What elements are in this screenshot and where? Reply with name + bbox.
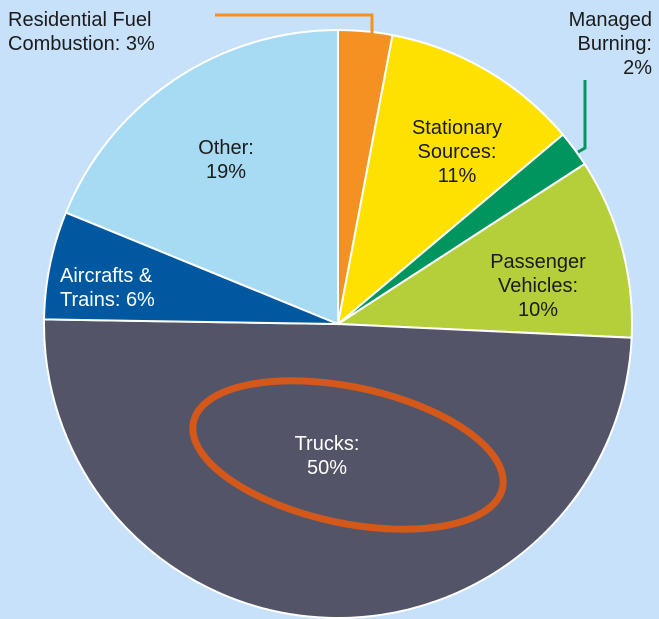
slice-label: Other: 19% bbox=[198, 137, 254, 183]
slice-label-line: 2% bbox=[623, 57, 652, 79]
slice-label-line: Residential Fuel bbox=[8, 9, 151, 31]
leader-line bbox=[577, 80, 587, 154]
slice-label: Aircrafts & Trains: 6% bbox=[60, 265, 155, 311]
slice-label-line: 19% bbox=[206, 161, 246, 183]
slice-label-line: 50% bbox=[307, 457, 347, 479]
slice-label-line: Sources: bbox=[418, 141, 497, 163]
slice-label-line: Passenger bbox=[490, 251, 586, 273]
slice-label-line: 10% bbox=[518, 299, 558, 321]
highlight-circle bbox=[189, 377, 507, 533]
slice-label-line: Trains: 6% bbox=[60, 289, 155, 311]
slice-label-line: Stationary bbox=[412, 117, 502, 139]
slice-label-line: Aircrafts & bbox=[60, 265, 153, 287]
slice-label-line: Combustion: 3% bbox=[8, 33, 155, 55]
pie-slice bbox=[43, 318, 633, 619]
leader-line bbox=[215, 13, 374, 40]
slice-label-line: Vehicles: bbox=[498, 275, 578, 297]
slice-label: Managed Burning: 2% bbox=[569, 9, 653, 79]
slice-label: Stationary Sources: 11% bbox=[412, 117, 502, 187]
slice-label: Trucks: 50% bbox=[295, 433, 360, 479]
slice-label-line: Other: bbox=[198, 137, 254, 159]
slice-label-line: Trucks: bbox=[295, 433, 360, 455]
slice-label-line: Burning: bbox=[578, 33, 653, 55]
slice-label: Residential Fuel Combustion: 3% bbox=[8, 9, 155, 55]
pie-slice bbox=[334, 162, 633, 339]
slice-label-line: 11% bbox=[438, 165, 477, 187]
slice-label-line: Managed bbox=[569, 9, 652, 31]
pie-slice bbox=[64, 28, 339, 326]
pie-slice bbox=[336, 33, 565, 327]
slice-label: Passenger Vehicles: 10% bbox=[490, 251, 586, 321]
